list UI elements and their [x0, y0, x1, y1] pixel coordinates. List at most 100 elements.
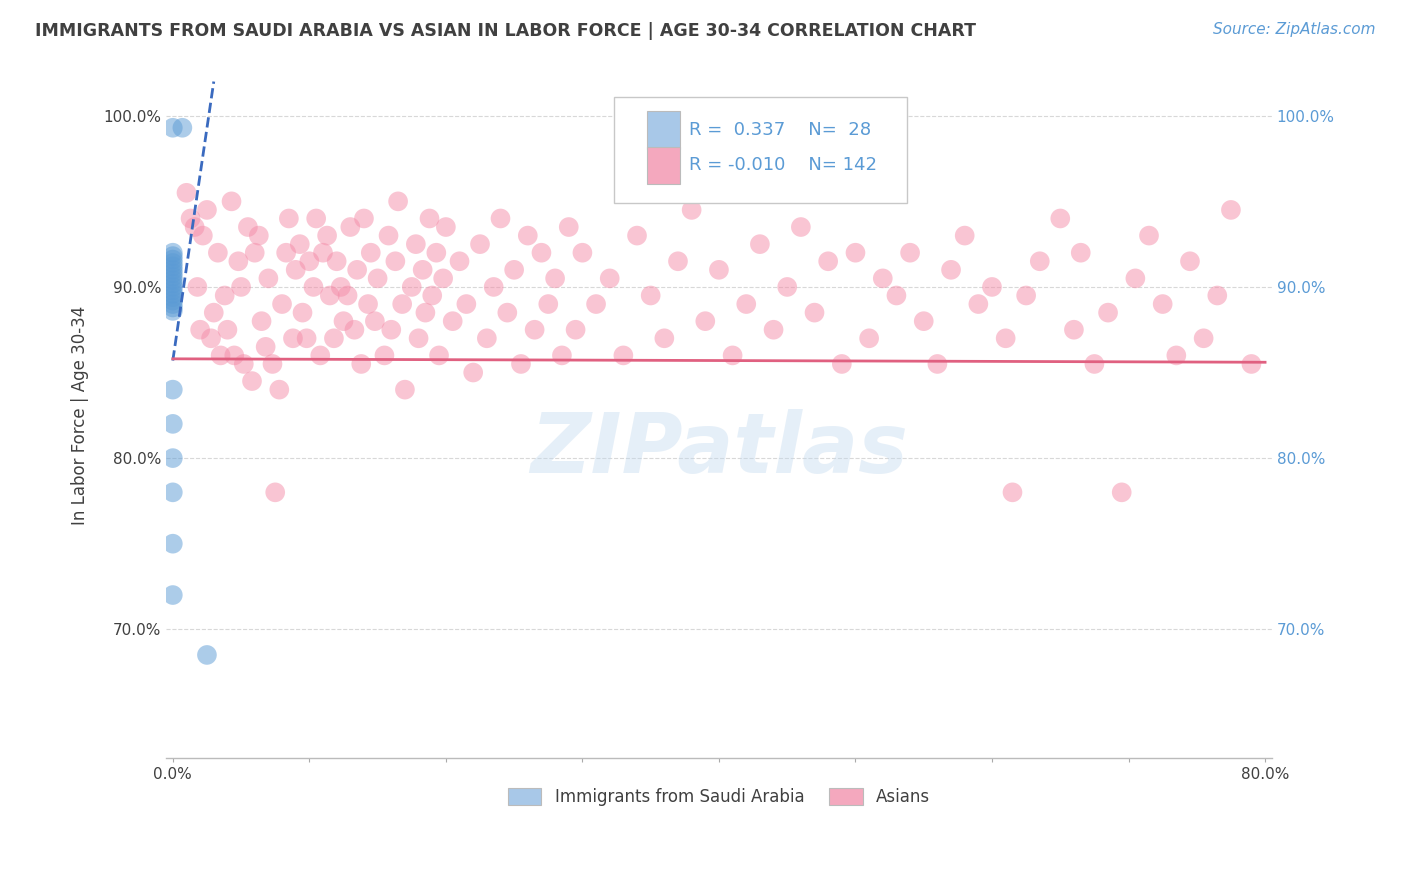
- Point: [384, 254, 406, 268]
- Point: [162, 280, 184, 294]
- Point: [277, 211, 299, 226]
- Point: [886, 288, 908, 302]
- Point: [162, 304, 184, 318]
- Point: [162, 245, 184, 260]
- Point: [1015, 288, 1038, 302]
- Point: [195, 202, 218, 217]
- Point: [377, 228, 399, 243]
- Point: [271, 297, 294, 311]
- Point: [831, 357, 853, 371]
- Point: [316, 228, 339, 243]
- Point: [1070, 245, 1092, 260]
- Point: [496, 305, 519, 319]
- Point: [425, 245, 447, 260]
- Point: [180, 211, 202, 226]
- Point: [191, 228, 214, 243]
- Point: [162, 383, 184, 397]
- Point: [336, 288, 359, 302]
- Point: [162, 588, 184, 602]
- Point: [346, 262, 368, 277]
- Point: [276, 245, 298, 260]
- Point: [162, 120, 184, 135]
- Point: [254, 340, 277, 354]
- Point: [1178, 254, 1201, 268]
- Point: [516, 228, 538, 243]
- Point: [367, 271, 389, 285]
- Point: [898, 245, 921, 260]
- Point: [401, 280, 423, 294]
- Point: [953, 228, 976, 243]
- Point: [415, 305, 437, 319]
- Point: [162, 256, 184, 270]
- Point: [681, 202, 703, 217]
- Point: [967, 297, 990, 311]
- Point: [475, 331, 498, 345]
- Point: [224, 348, 246, 362]
- Point: [364, 314, 387, 328]
- Point: [762, 323, 785, 337]
- Point: [1192, 331, 1215, 345]
- Point: [343, 323, 366, 337]
- Point: [162, 284, 184, 298]
- Point: [162, 297, 184, 311]
- Y-axis label: In Labor Force | Age 30-34: In Labor Force | Age 30-34: [72, 306, 89, 524]
- Point: [162, 273, 184, 287]
- Point: [188, 323, 211, 337]
- Point: [288, 237, 311, 252]
- Point: [1206, 288, 1229, 302]
- Point: [1083, 357, 1105, 371]
- Point: [1029, 254, 1052, 268]
- Point: [291, 305, 314, 319]
- Point: [162, 290, 184, 304]
- Point: [640, 288, 662, 302]
- Bar: [647, 146, 681, 185]
- Point: [162, 249, 184, 263]
- Point: [803, 305, 825, 319]
- Point: [463, 366, 485, 380]
- Point: [264, 485, 287, 500]
- Point: [172, 120, 194, 135]
- Point: [939, 262, 962, 277]
- Point: [162, 260, 184, 274]
- Point: [240, 374, 263, 388]
- Point: [162, 417, 184, 431]
- Point: [482, 280, 505, 294]
- Point: [612, 348, 634, 362]
- Point: [1166, 348, 1188, 362]
- Point: [221, 194, 243, 209]
- Point: [162, 277, 184, 291]
- Point: [420, 288, 443, 302]
- Text: IMMIGRANTS FROM SAUDI ARABIA VS ASIAN IN LABOR FORCE | AGE 30-34 CORRELATION CHA: IMMIGRANTS FROM SAUDI ARABIA VS ASIAN IN…: [35, 22, 976, 40]
- Point: [360, 245, 382, 260]
- Point: [387, 194, 409, 209]
- Point: [183, 220, 205, 235]
- Point: [707, 262, 730, 277]
- Bar: [647, 111, 681, 149]
- Text: ZIPatlas: ZIPatlas: [530, 409, 908, 490]
- Point: [695, 314, 717, 328]
- Point: [817, 254, 839, 268]
- Point: [405, 237, 427, 252]
- Point: [427, 348, 450, 362]
- Point: [927, 357, 949, 371]
- Point: [530, 245, 553, 260]
- Point: [284, 262, 307, 277]
- Point: [298, 254, 321, 268]
- Point: [776, 280, 799, 294]
- Point: [373, 348, 395, 362]
- Point: [162, 266, 184, 280]
- Point: [456, 297, 478, 311]
- Point: [312, 245, 335, 260]
- Point: [408, 331, 430, 345]
- Point: [162, 301, 184, 315]
- Point: [325, 254, 347, 268]
- Point: [380, 323, 402, 337]
- Point: [489, 211, 512, 226]
- Point: [162, 252, 184, 267]
- Point: [666, 254, 689, 268]
- Point: [207, 245, 229, 260]
- Point: [162, 451, 184, 466]
- Point: [305, 211, 328, 226]
- Point: [269, 383, 291, 397]
- Point: [162, 293, 184, 308]
